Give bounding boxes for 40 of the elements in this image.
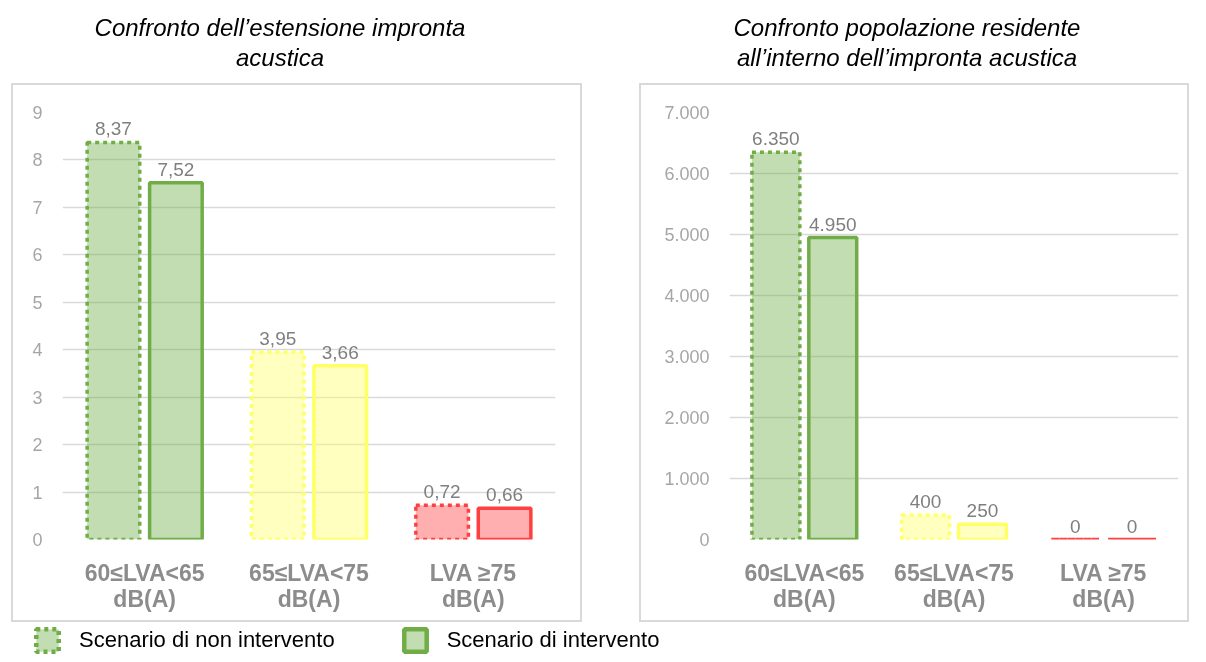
y-tick-label: 0 xyxy=(32,530,43,550)
data-label: 400 xyxy=(909,491,942,513)
data-label: 0 xyxy=(1126,515,1138,537)
y-tick-label: 5 xyxy=(32,292,43,313)
data-label: 3,95 xyxy=(259,328,297,350)
y-tick-label: 0 xyxy=(699,530,710,550)
y-tick-label: 3 xyxy=(32,387,43,408)
data-label: 0,72 xyxy=(423,481,461,503)
legend-label: Scenario di non intervento xyxy=(79,627,335,653)
data-label: 250 xyxy=(966,500,999,522)
y-tick-label: 2.000 xyxy=(664,408,710,428)
y-tick-label: 6 xyxy=(32,245,43,266)
x-tick-label: 60≤LVA<65 dB(A) xyxy=(744,559,865,612)
y-tick-label: 3.000 xyxy=(664,347,710,367)
y-tick-label: 1.000 xyxy=(664,469,710,489)
y-tick-label: 7.000 xyxy=(664,103,710,123)
x-tick-label: 65≤LVA<75 dB(A) xyxy=(249,559,370,612)
x-tick-label: LVA ≥75 dB(A) xyxy=(1060,559,1147,612)
data-label: 0,66 xyxy=(486,484,524,506)
data-label: 3,66 xyxy=(321,341,359,363)
data-label: 0 xyxy=(1069,515,1081,537)
data-label: 7,52 xyxy=(157,158,195,180)
x-tick-label: LVA ≥75 dB(A) xyxy=(429,559,517,612)
x-tick-label: 65≤LVA<75 dB(A) xyxy=(894,559,1015,612)
y-tick-label: 9 xyxy=(32,103,43,123)
x-tick-label: 60≤LVA<65 dB(A) xyxy=(84,559,205,612)
y-tick-label: 5.000 xyxy=(664,225,710,245)
y-tick-label: 1 xyxy=(32,482,43,503)
chart-title: Confronto dell’estensione impronta acustica xyxy=(93,13,467,73)
chart-title: Confronto popolazione residente all’interno dell’impronta acustica xyxy=(732,13,1082,73)
y-tick-label: 8 xyxy=(32,150,43,171)
data-label: 6.350 xyxy=(752,128,800,150)
y-tick-label: 4 xyxy=(32,340,43,361)
legend-label: Scenario di intervento xyxy=(446,627,660,653)
y-tick-label: 6.000 xyxy=(664,164,710,184)
y-tick-label: 2 xyxy=(32,435,43,456)
y-tick-label: 4.000 xyxy=(664,286,710,306)
data-label: 8,37 xyxy=(94,118,132,140)
y-tick-label: 7 xyxy=(32,197,43,218)
data-label: 4.950 xyxy=(809,213,857,235)
